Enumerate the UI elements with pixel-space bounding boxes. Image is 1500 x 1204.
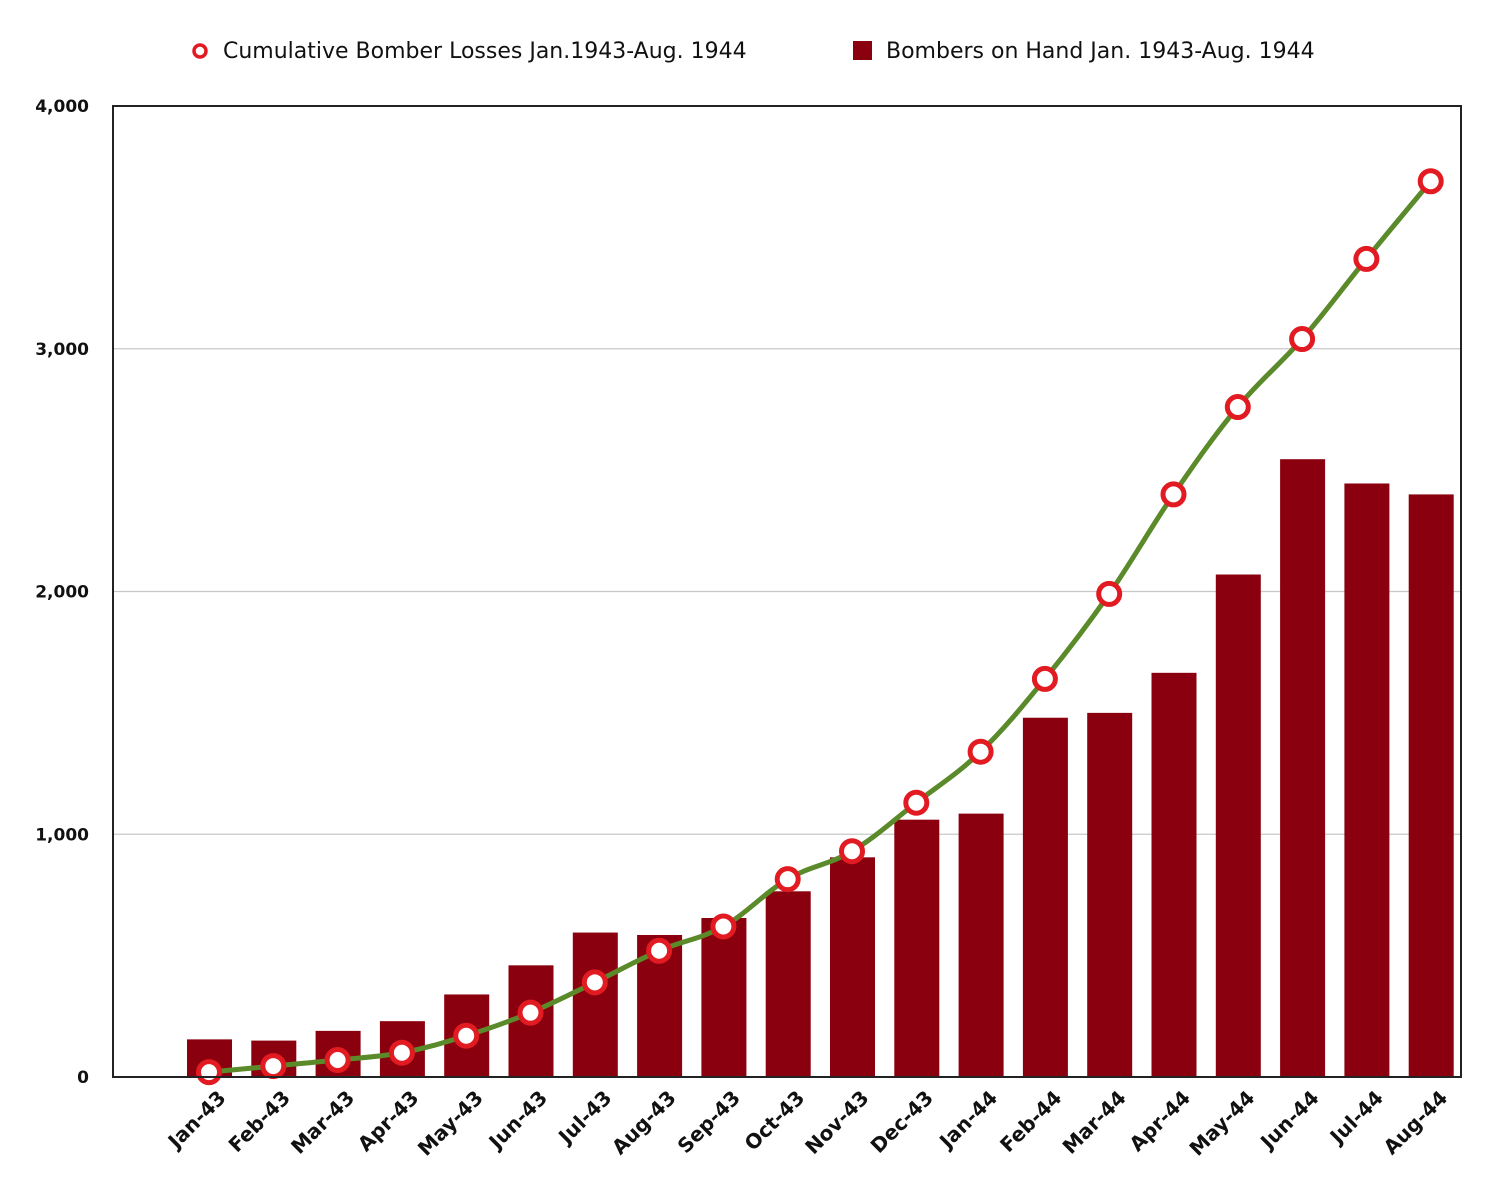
losses-point[interactable] <box>1417 168 1444 195</box>
bar[interactable] <box>765 891 811 1077</box>
x-tick-label: Apr-43 <box>353 1086 424 1157</box>
x-tick-label: Aug-44 <box>1379 1086 1453 1160</box>
bar[interactable] <box>958 813 1004 1077</box>
legend-item-losses[interactable]: Cumulative Bomber Losses Jan.1943-Aug. 1… <box>192 39 747 64</box>
losses-point[interactable] <box>581 969 608 996</box>
losses-point[interactable] <box>903 789 930 816</box>
bar[interactable] <box>1408 494 1454 1077</box>
x-tick-label: Nov-43 <box>800 1086 873 1159</box>
x-tick-label: Oct-43 <box>740 1086 810 1156</box>
x-tick-label: Dec-43 <box>866 1086 938 1158</box>
losses-point[interactable] <box>1289 326 1316 353</box>
legend-marker-losses <box>192 43 208 59</box>
y-axis-ticks: 0 1,000 2,000 3,000 4,000 <box>35 97 89 1088</box>
losses-point[interactable] <box>1160 481 1187 508</box>
losses-point[interactable] <box>774 866 801 893</box>
losses-point[interactable] <box>517 999 544 1026</box>
x-tick-label: Apr-44 <box>1124 1086 1195 1157</box>
legend-marker-bombers <box>853 41 872 60</box>
y-tick-label: 1,000 <box>35 825 89 845</box>
losses-point[interactable] <box>1096 580 1123 607</box>
x-tick-label: Aug-43 <box>607 1086 681 1160</box>
bar[interactable] <box>1344 483 1390 1077</box>
plot-frame <box>112 105 1462 1078</box>
bars-bombers-on-hand <box>187 459 1454 1077</box>
losses-point[interactable] <box>260 1053 287 1080</box>
x-tick-label: Jun-43 <box>483 1086 552 1155</box>
bar[interactable] <box>1280 459 1326 1077</box>
losses-point[interactable] <box>967 738 994 765</box>
losses-point[interactable] <box>1031 665 1058 692</box>
x-tick-label: Jul-43 <box>552 1086 616 1150</box>
x-tick-label: Mar-44 <box>1058 1086 1131 1159</box>
legend-label-bombers: Bombers on Hand Jan. 1943-Aug. 1944 <box>886 39 1315 64</box>
plot-border <box>112 105 1462 1078</box>
legend-item-bombers[interactable]: Bombers on Hand Jan. 1943-Aug. 1944 <box>853 39 1315 64</box>
losses-point[interactable] <box>1353 245 1380 272</box>
losses-point[interactable] <box>839 838 865 865</box>
x-tick-label: Sep-43 <box>673 1086 745 1158</box>
bar[interactable] <box>1151 672 1197 1077</box>
y-tick-label: 2,000 <box>35 583 89 603</box>
bar[interactable] <box>701 917 747 1077</box>
x-tick-label: May-43 <box>413 1086 488 1161</box>
losses-point[interactable] <box>710 913 737 940</box>
losses-point[interactable] <box>324 1047 351 1074</box>
bar[interactable] <box>894 819 940 1077</box>
y-tick-label: 3,000 <box>35 340 89 360</box>
bar[interactable] <box>830 857 875 1077</box>
y-tick-label: 4,000 <box>35 97 89 117</box>
x-tick-label: Jul-44 <box>1324 1086 1388 1150</box>
x-tick-label: Jan-43 <box>162 1086 231 1155</box>
legend-label-losses: Cumulative Bomber Losses Jan.1943-Aug. 1… <box>223 39 747 64</box>
x-tick-label: May-44 <box>1184 1086 1259 1161</box>
losses-point[interactable] <box>388 1039 415 1066</box>
x-tick-label: Feb-43 <box>224 1086 295 1157</box>
losses-point[interactable] <box>453 1022 480 1049</box>
legend: Cumulative Bomber Losses Jan.1943-Aug. 1… <box>192 39 1315 64</box>
x-tick-label: Jun-44 <box>1254 1086 1323 1155</box>
bar[interactable] <box>1087 712 1133 1077</box>
x-tick-label: Mar-43 <box>286 1086 359 1159</box>
x-tick-label: Jan-44 <box>933 1086 1002 1155</box>
losses-point[interactable] <box>646 937 673 964</box>
y-tick-label: 0 <box>77 1068 89 1088</box>
bar[interactable] <box>572 932 618 1077</box>
line-cumulative-losses <box>196 168 1444 1086</box>
x-tick-label: Feb-44 <box>995 1086 1066 1157</box>
losses-point[interactable] <box>196 1059 222 1086</box>
bar[interactable] <box>1215 574 1261 1077</box>
bar[interactable] <box>1022 717 1068 1077</box>
losses-point[interactable] <box>1224 394 1251 421</box>
